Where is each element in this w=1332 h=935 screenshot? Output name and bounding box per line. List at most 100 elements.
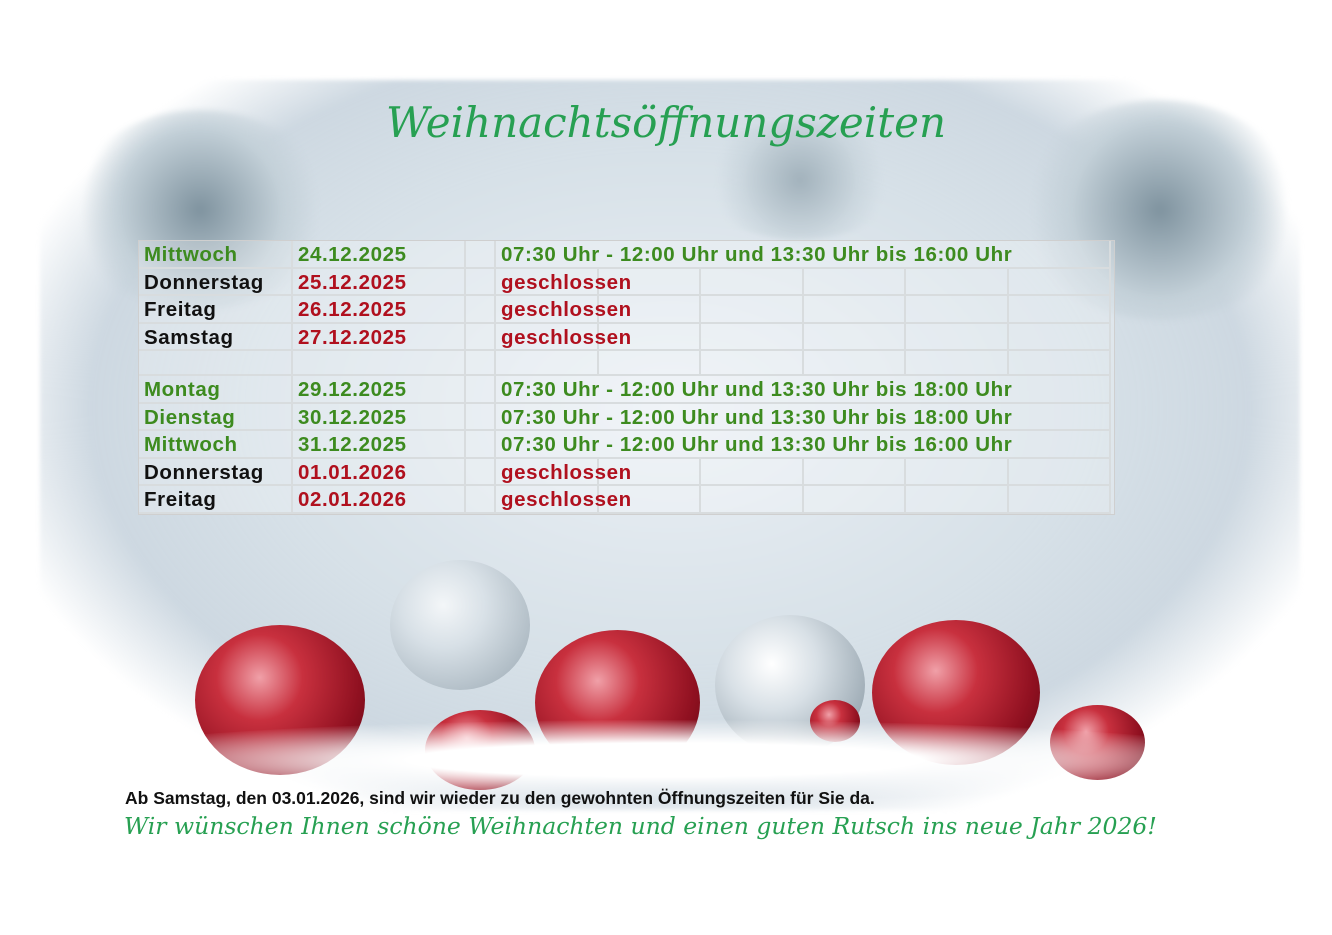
table-cell xyxy=(293,268,466,296)
table-cell xyxy=(496,431,599,459)
day-label: Donnerstag xyxy=(144,460,264,484)
day-label: Freitag xyxy=(144,298,217,321)
table-cell xyxy=(906,241,1009,269)
pine-branch-image xyxy=(700,120,900,240)
ornament-image xyxy=(390,560,530,690)
table-cell xyxy=(906,431,1009,459)
table-cell xyxy=(139,376,293,404)
table-cell xyxy=(1009,268,1111,296)
table-cell xyxy=(804,296,906,324)
table-cell xyxy=(466,241,496,269)
table-cell xyxy=(906,323,1009,351)
page-title: Weihnachtsöffnungszeiten xyxy=(385,98,946,147)
opening-hours: 07:30 Uhr - 12:00 Uhr und 13:30 Uhr bis … xyxy=(501,433,1013,456)
closed-label: geschlossen xyxy=(501,325,632,349)
pine-branch-image xyxy=(70,110,330,310)
table-cell xyxy=(139,323,293,351)
table-cell xyxy=(466,351,496,376)
day-label: Mittwoch xyxy=(144,243,238,266)
day-label: Samstag xyxy=(144,325,234,349)
table-cell xyxy=(139,458,293,486)
table-cell xyxy=(466,268,496,296)
date-label: 24.12.2025 xyxy=(298,243,407,266)
closed-label: geschlossen xyxy=(501,270,632,294)
table-cell xyxy=(701,486,804,514)
table-cell xyxy=(466,403,496,431)
table-cell xyxy=(496,404,599,431)
table-cell xyxy=(139,296,293,324)
opening-hours: 07:30 Uhr - 12:00 Uhr und 13:30 Uhr bis … xyxy=(501,378,1013,401)
table-cell xyxy=(293,376,466,404)
reopening-note: Ab Samstag, den 03.01.2026, sind wir wie… xyxy=(125,788,875,808)
closed-label: geschlossen xyxy=(501,460,632,484)
table-cell xyxy=(701,458,804,486)
table-cell xyxy=(496,376,599,404)
table-cell xyxy=(701,431,804,459)
pine-branch-image xyxy=(1020,100,1300,320)
table-cell xyxy=(906,486,1009,514)
table-cell xyxy=(496,486,599,514)
table-row: Freitag 02.01.2026 geschlossen xyxy=(139,486,1114,514)
table-cell xyxy=(139,403,293,431)
table-cell xyxy=(139,486,293,514)
table-cell xyxy=(466,486,496,514)
table-cell xyxy=(1009,241,1111,269)
table-cell xyxy=(906,404,1009,431)
closed-label: geschlossen xyxy=(501,298,632,321)
day-label: Donnerstag xyxy=(144,270,264,294)
holiday-greeting: Wir wünschen Ihnen schöne Weihnachten un… xyxy=(124,812,1157,840)
table-cell xyxy=(701,376,804,404)
date-label: 25.12.2025 xyxy=(298,270,407,294)
table-cell xyxy=(139,431,293,459)
table-cell xyxy=(701,296,804,324)
date-label: 30.12.2025 xyxy=(298,405,407,429)
table-cell xyxy=(1009,431,1111,459)
table-cell xyxy=(1009,486,1111,514)
table-cell xyxy=(496,296,599,324)
table-row: Mittwoch 24.12.2025 07:30 Uhr - 12:00 Uhr … xyxy=(139,241,1114,269)
table-row: Samstag 27.12.2025 geschlossen xyxy=(139,323,1114,351)
opening-hours: 07:30 Uhr - 12:00 Uhr und 13:30 Uhr bis … xyxy=(501,405,1013,429)
table-cell xyxy=(466,296,496,324)
table-cell xyxy=(1009,458,1111,486)
table-row: Dienstag 30.12.2025 07:30 Uhr - 12:00 Uhr … xyxy=(139,403,1114,431)
table-cell xyxy=(701,323,804,351)
day-label: Dienstag xyxy=(144,405,236,429)
date-label: 02.01.2026 xyxy=(298,488,407,511)
table-cell xyxy=(293,296,466,324)
day-label: Mittwoch xyxy=(144,433,238,456)
table-cell xyxy=(906,458,1009,486)
table-cell xyxy=(1009,296,1111,324)
table-cell xyxy=(599,241,701,269)
table-cell xyxy=(701,351,804,376)
table-cell xyxy=(599,458,701,486)
snow-image xyxy=(60,720,1270,800)
table-cell xyxy=(599,296,701,324)
table-cell xyxy=(599,404,701,431)
table-cell xyxy=(906,296,1009,324)
date-label: 29.12.2025 xyxy=(298,378,407,401)
date-label: 26.12.2025 xyxy=(298,298,407,321)
table-cell xyxy=(293,403,466,431)
table-cell xyxy=(804,431,906,459)
table-cell xyxy=(496,458,599,486)
table-cell xyxy=(701,404,804,431)
table-cell xyxy=(293,431,466,459)
table-cell xyxy=(804,323,906,351)
table-cell xyxy=(804,404,906,431)
table-cell xyxy=(804,376,906,404)
table-cell xyxy=(804,458,906,486)
table-cell xyxy=(804,351,906,376)
table-cell xyxy=(906,351,1009,376)
opening-hours: 07:30 Uhr - 12:00 Uhr und 13:30 Uhr bis … xyxy=(501,243,1013,266)
table-row: Donnerstag 01.01.2026 geschlossen xyxy=(139,458,1114,486)
table-cell xyxy=(599,431,701,459)
table-cell xyxy=(599,268,701,296)
table-cell xyxy=(1009,376,1111,404)
date-label: 27.12.2025 xyxy=(298,325,407,349)
table-cell xyxy=(599,323,701,351)
table-cell xyxy=(139,241,293,269)
table-cell xyxy=(1009,351,1111,376)
table-cell xyxy=(599,486,701,514)
table-cell xyxy=(293,351,466,376)
